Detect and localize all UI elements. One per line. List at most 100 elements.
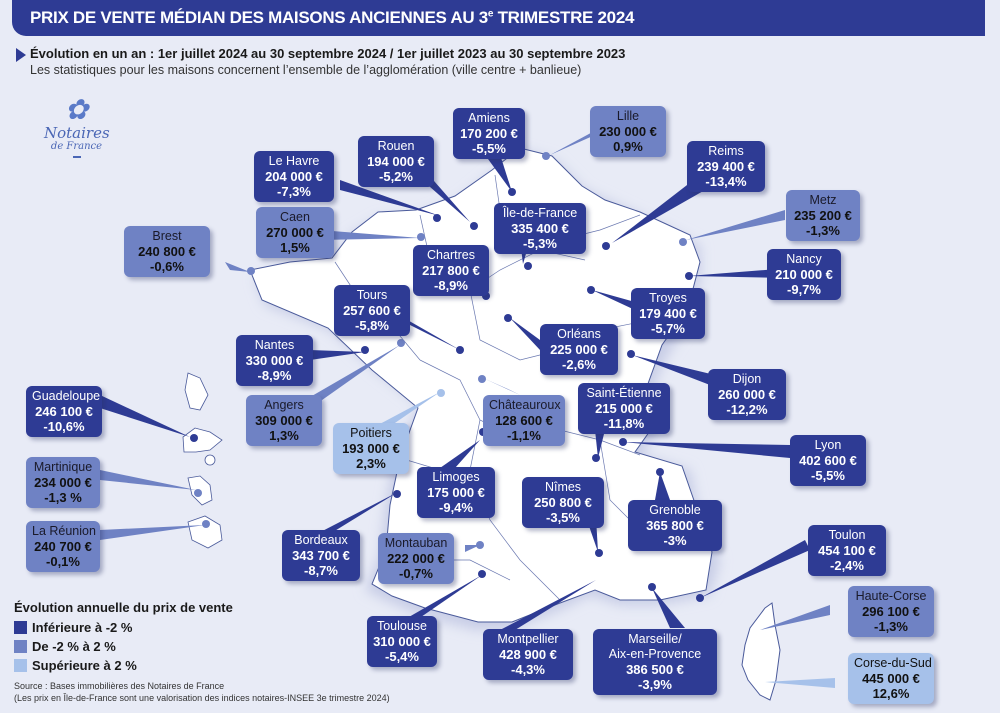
city-callout-toulon[interactable]: Toulon 454 100 € -2,4% bbox=[808, 525, 886, 576]
reunion-shape bbox=[187, 515, 223, 549]
city-change: -7,3% bbox=[277, 184, 311, 199]
logo-dash bbox=[72, 156, 81, 158]
subtitle-period: Évolution en un an : 1er juillet 2024 au… bbox=[16, 46, 626, 62]
callout-pointers bbox=[100, 128, 835, 688]
subtitle-line1: Évolution en un an : 1er juillet 2024 au… bbox=[30, 46, 626, 61]
legend-swatch-dark bbox=[14, 621, 27, 634]
city-callout-saint-etienne[interactable]: Saint-Étienne 215 000 € -11,8% bbox=[578, 383, 670, 434]
notaires-logo: ✿ Notaires de France bbox=[44, 93, 110, 158]
city-price: 365 800 € bbox=[646, 518, 704, 533]
guadeloupe-island bbox=[204, 454, 216, 466]
title-end: TRIMESTRE 2024 bbox=[493, 8, 635, 27]
city-callout-nancy[interactable]: Nancy 210 000 € -9,7% bbox=[767, 249, 841, 300]
legend-swatch-light bbox=[14, 659, 27, 672]
city-price: 225 000 € bbox=[550, 342, 608, 357]
city-price: 309 000 € bbox=[255, 413, 313, 428]
city-callout-limoges[interactable]: Limoges 175 000 € -9,4% bbox=[417, 467, 495, 518]
city-callout-haute-corse[interactable]: Haute-Corse 296 100 € -1,3% bbox=[848, 586, 934, 637]
city-name: Martinique bbox=[33, 460, 93, 474]
city-price: 402 600 € bbox=[799, 453, 857, 468]
city-callout-martinique[interactable]: Martinique 234 000 € -1,3 % bbox=[26, 457, 100, 508]
city-callout-angers[interactable]: Angers 309 000 €1,3% bbox=[246, 395, 322, 446]
city-change: -5,5% bbox=[472, 141, 506, 156]
city-change: -12,2% bbox=[726, 402, 768, 417]
city-price: 210 000 € bbox=[775, 267, 833, 282]
logo-line2: de France bbox=[50, 141, 103, 152]
legend-title: Évolution annuelle du prix de vente bbox=[14, 600, 233, 615]
city-change: -5,8% bbox=[355, 318, 389, 333]
city-callout-dijon[interactable]: Dijon 260 000 € -12,2% bbox=[708, 369, 786, 420]
city-callout-poitiers[interactable]: Poitiers 193 000 €2,3% bbox=[333, 423, 409, 474]
page-title: PRIX DE VENTE MÉDIAN DES MAISONS ANCIENN… bbox=[12, 0, 985, 36]
city-name: Dijon bbox=[732, 372, 762, 386]
city-callout-lyon[interactable]: Lyon 402 600 € -5,5% bbox=[790, 435, 866, 486]
city-callout-montauban[interactable]: Montauban 222 000 € -0,7% bbox=[378, 533, 454, 584]
city-callout-le-havre[interactable]: Le Havre 204 000 € -7,3% bbox=[254, 151, 334, 202]
city-callout-nantes[interactable]: Nantes 330 000 € -8,9% bbox=[236, 335, 313, 386]
city-name: Saint-Étienne bbox=[586, 386, 662, 400]
city-name: Corse-du-Sud bbox=[854, 656, 932, 670]
city-name: Châteauroux bbox=[489, 398, 561, 412]
city-callout-ile-de-france[interactable]: Île-de-France 335 400 € -5,3% bbox=[494, 203, 586, 254]
city-callout-corse-du-sud[interactable]: Corse-du-Sud 445 000 €12,6% bbox=[848, 653, 934, 704]
city-name: Montpellier bbox=[497, 632, 559, 646]
city-callout-toulouse[interactable]: Toulouse 310 000 € -5,4% bbox=[367, 616, 437, 667]
city-callout-troyes[interactable]: Troyes 179 400 € -5,7% bbox=[631, 288, 705, 339]
guadeloupe-upper-shape bbox=[184, 372, 209, 411]
city-name: Grenoble bbox=[649, 503, 701, 517]
city-callout-brest[interactable]: Brest 240 800 € -0,6% bbox=[124, 226, 210, 277]
city-callout-tours[interactable]: Tours 257 600 € -5,8% bbox=[334, 285, 410, 336]
city-name: Chartres bbox=[427, 248, 475, 262]
city-callout-amiens[interactable]: Amiens 170 200 € -5,5% bbox=[453, 108, 525, 159]
city-change: -9,4% bbox=[439, 500, 473, 515]
city-callout-rouen[interactable]: Rouen 194 000 € -5,2% bbox=[358, 136, 434, 187]
city-callout-metz[interactable]: Metz 235 200 € -1,3% bbox=[786, 190, 860, 241]
city-change: -2,6% bbox=[562, 357, 596, 372]
city-change: -5,7% bbox=[651, 321, 685, 336]
city-price: 179 400 € bbox=[639, 306, 697, 321]
city-callout-la-reunion[interactable]: La Réunion 240 700 € -0,1% bbox=[26, 521, 100, 572]
city-name: Limoges bbox=[432, 470, 480, 484]
city-name: Nancy bbox=[786, 252, 822, 266]
city-price: 194 000 € bbox=[367, 154, 425, 169]
city-callout-chartres[interactable]: Chartres 217 800 € -8,9% bbox=[413, 245, 489, 296]
city-change: -8,9% bbox=[434, 278, 468, 293]
city-callout-bordeaux[interactable]: Bordeaux 343 700 € -8,7% bbox=[282, 530, 360, 581]
city-price: 234 000 € bbox=[34, 475, 92, 490]
city-callout-guadeloupe[interactable]: Guadeloupe 246 100 € -10,6% bbox=[26, 386, 102, 437]
city-callout-marseille-aix[interactable]: Marseille/Aix-en-Provence 386 500 € -3,9% bbox=[593, 629, 717, 695]
city-name: Haute-Corse bbox=[855, 589, 927, 603]
city-name: Nantes bbox=[254, 338, 295, 352]
city-change: 0,9% bbox=[613, 139, 643, 154]
city-callout-nimes[interactable]: Nîmes 250 800 € -3,5% bbox=[522, 477, 604, 528]
city-callout-chateauroux[interactable]: Châteauroux 128 600 € -1,1% bbox=[483, 395, 565, 446]
city-change: -5,2% bbox=[379, 169, 413, 184]
source-line1: Source : Bases immobilières des Notaires… bbox=[14, 681, 225, 691]
city-price: 386 500 € bbox=[626, 662, 684, 677]
city-callout-grenoble[interactable]: Grenoble 365 800 € -3% bbox=[628, 500, 722, 551]
city-callout-caen[interactable]: Caen 270 000 €1,5% bbox=[256, 207, 334, 258]
legend-label: De -2 % à 2 % bbox=[32, 639, 116, 654]
city-price: 235 200 € bbox=[794, 208, 852, 223]
city-price: 204 000 € bbox=[265, 169, 323, 184]
city-name: Toulouse bbox=[376, 619, 428, 633]
subtitle: Évolution en un an : 1er juillet 2024 au… bbox=[16, 46, 626, 77]
city-name: Metz bbox=[809, 193, 837, 207]
city-callout-lille[interactable]: Lille 230 000 €0,9% bbox=[590, 106, 666, 157]
title-text: PRIX DE VENTE MÉDIAN DES MAISONS ANCIENN… bbox=[30, 8, 488, 27]
subtitle-line2: Les statistiques pour les maisons concer… bbox=[30, 63, 582, 77]
city-price: 330 000 € bbox=[245, 353, 304, 368]
city-name-line2: Aix-en-Provence bbox=[608, 647, 702, 661]
city-price: 310 000 € bbox=[373, 634, 431, 649]
logo-mark-icon: ✿ bbox=[64, 93, 89, 126]
city-callout-orleans[interactable]: Orléans 225 000 € -2,6% bbox=[540, 324, 618, 375]
corsica-shape bbox=[741, 602, 781, 701]
city-price: 170 200 € bbox=[460, 126, 518, 141]
city-callout-montpellier[interactable]: Montpellier 428 900 € -4,3% bbox=[483, 629, 573, 680]
city-change: -9,7% bbox=[787, 282, 821, 297]
city-name: Marseille/ bbox=[628, 632, 682, 646]
city-callout-reims[interactable]: Reims 239 400 € -13,4% bbox=[687, 141, 765, 192]
city-change: 12,6% bbox=[872, 686, 910, 701]
city-name: Angers bbox=[264, 398, 304, 412]
legend-item-below: Inférieure à -2 % bbox=[14, 618, 233, 637]
